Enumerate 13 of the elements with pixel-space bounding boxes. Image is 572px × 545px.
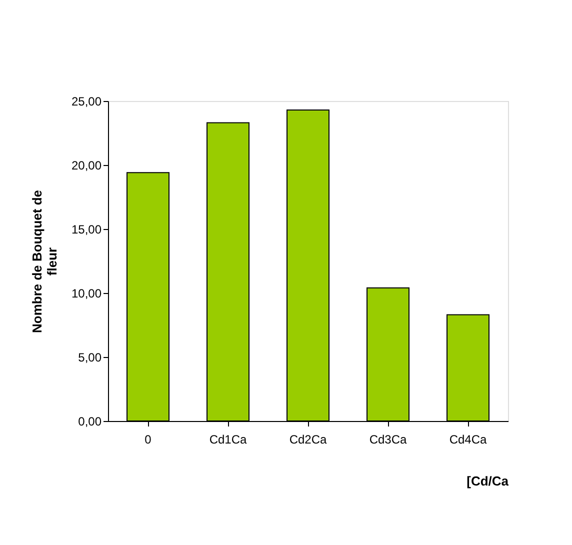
y-tick-label: 5,00 — [78, 350, 102, 364]
y-tick-label: 20,00 — [71, 158, 102, 172]
x-tick-label: 0 — [144, 432, 152, 446]
x-tick-label: Cd3Ca — [369, 432, 407, 446]
y-tick-label: 10,00 — [71, 286, 102, 300]
x-tick-label: Cd1Ca — [209, 432, 247, 446]
x-tick-label: Cd4Ca — [449, 432, 487, 446]
y-axis-title: Nombre de Bouquet de fleur — [29, 190, 60, 334]
y-tick-label: 25,00 — [71, 94, 102, 108]
x-axis-title: [Cd/Ca — [466, 474, 510, 488]
x-tick-label: Cd2Ca — [289, 432, 327, 446]
y-tick-label: 15,00 — [71, 222, 102, 236]
y-tick-label: 0,00 — [78, 414, 102, 428]
